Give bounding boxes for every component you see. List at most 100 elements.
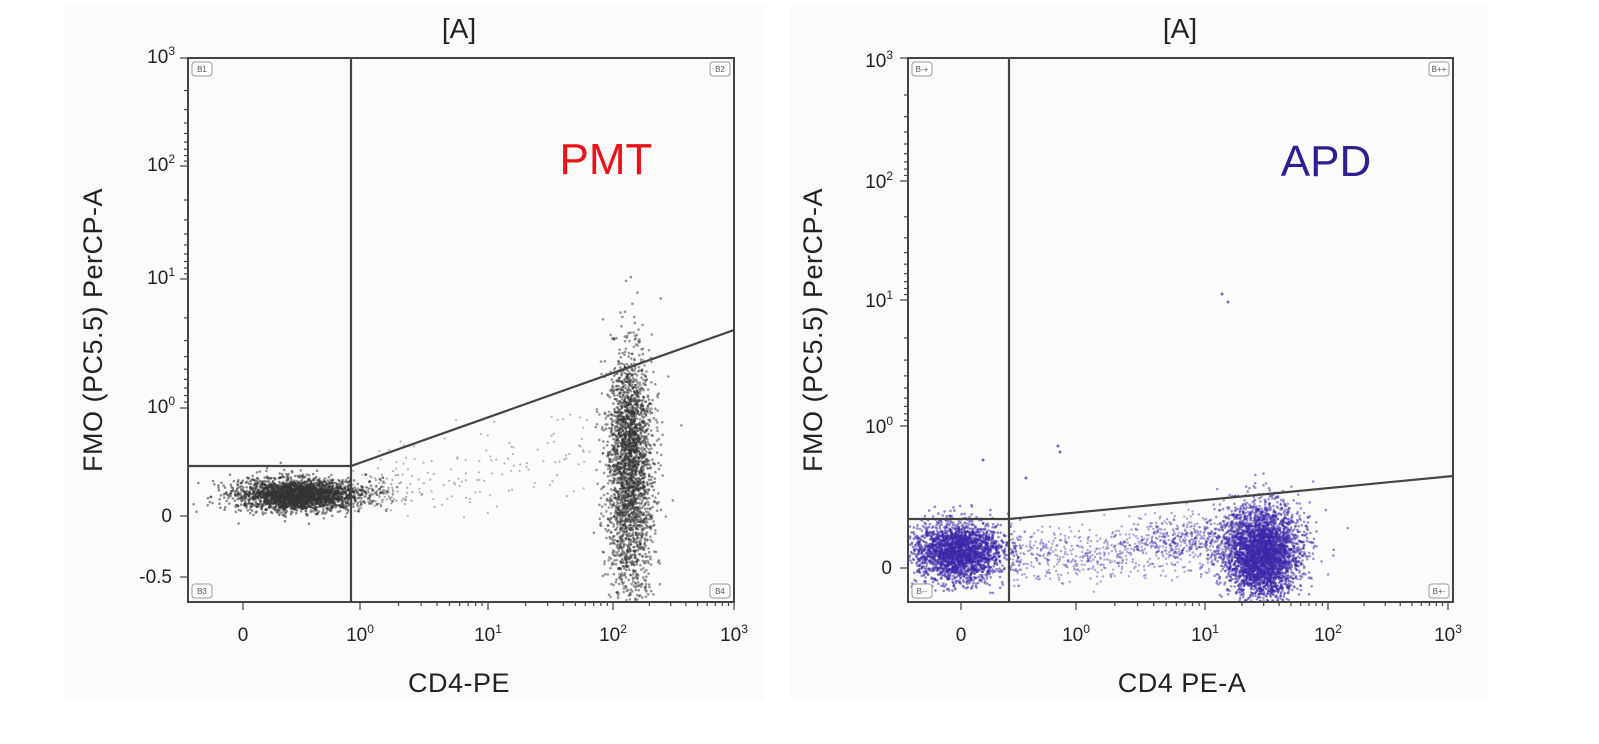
data-point <box>626 496 630 499</box>
data-point <box>636 580 640 584</box>
data-point <box>636 520 639 523</box>
data-point <box>650 514 654 517</box>
data-point <box>647 462 650 466</box>
data-point <box>656 393 659 397</box>
data-point <box>282 504 286 508</box>
data-point <box>323 496 327 500</box>
data-point <box>219 494 223 497</box>
data-point <box>312 498 316 502</box>
data-point <box>633 321 637 325</box>
data-point <box>267 489 271 493</box>
data-point <box>360 497 363 500</box>
data-point <box>652 416 656 420</box>
data-point <box>301 503 305 507</box>
data-point <box>269 502 272 506</box>
data-point <box>636 385 640 389</box>
data-point <box>646 388 650 391</box>
data-point <box>364 473 368 476</box>
data-point <box>610 494 613 498</box>
data-point <box>645 378 649 381</box>
data-point <box>645 568 648 572</box>
data-point <box>625 362 628 366</box>
data-point <box>625 413 629 417</box>
data-point <box>642 395 645 399</box>
data-point <box>638 398 641 401</box>
data-point <box>318 487 322 491</box>
data-point <box>247 492 251 496</box>
data-point <box>296 474 300 478</box>
data-point <box>625 440 629 443</box>
data-point <box>604 423 607 426</box>
data-point <box>330 478 334 482</box>
data-point <box>624 395 627 398</box>
data-point <box>606 475 610 478</box>
data-point <box>296 486 299 490</box>
data-point <box>258 470 262 473</box>
data-point <box>645 450 648 454</box>
data-point <box>656 429 659 433</box>
data-point <box>234 510 238 514</box>
data-point <box>623 557 627 561</box>
data-point <box>305 514 309 517</box>
data-point <box>598 460 602 463</box>
data-point <box>296 484 299 488</box>
data-point <box>206 503 209 507</box>
data-point <box>621 527 625 530</box>
data-point <box>613 486 617 490</box>
data-point <box>287 472 291 476</box>
data-point <box>605 510 608 513</box>
data-point <box>632 540 636 544</box>
data-point <box>326 493 329 497</box>
panel-background-pmt <box>65 5 765 700</box>
data-point <box>599 496 603 500</box>
data-point <box>304 501 308 505</box>
data-point <box>628 441 631 444</box>
data-point <box>336 494 339 498</box>
data-point <box>619 451 623 454</box>
data-point <box>667 375 670 378</box>
data-point <box>217 488 221 492</box>
data-point <box>633 581 637 585</box>
data-point <box>309 488 313 492</box>
data-point <box>265 469 268 473</box>
data-point <box>661 433 664 437</box>
data-point <box>640 499 644 503</box>
data-point <box>289 491 293 494</box>
data-point <box>270 492 273 496</box>
data-point <box>616 394 619 397</box>
data-point <box>251 492 255 495</box>
data-point <box>345 512 349 515</box>
data-point <box>650 360 653 364</box>
data-point <box>333 497 336 501</box>
data-point <box>653 443 656 447</box>
data-point <box>619 311 622 314</box>
data-point <box>322 504 326 507</box>
data-point <box>650 433 654 437</box>
data-point <box>654 470 657 474</box>
data-point <box>645 480 649 484</box>
data-point <box>628 435 631 438</box>
data-point <box>299 500 303 504</box>
data-point <box>269 510 273 514</box>
data-point <box>283 513 287 516</box>
data-point <box>616 453 619 456</box>
data-point <box>612 380 615 384</box>
data-point <box>618 501 621 505</box>
data-point <box>622 561 625 565</box>
data-point <box>236 504 240 508</box>
data-point <box>634 459 638 463</box>
data-point <box>223 496 226 499</box>
data-point <box>395 485 399 489</box>
data-point <box>644 400 647 404</box>
data-point <box>625 476 628 479</box>
data-point <box>629 500 633 503</box>
data-point <box>649 563 653 566</box>
data-point <box>356 482 360 486</box>
data-point <box>628 598 632 601</box>
data-point <box>618 553 621 557</box>
data-point <box>633 403 636 406</box>
data-point <box>310 509 313 512</box>
data-point <box>631 528 635 531</box>
data-point <box>616 596 620 600</box>
data-point <box>609 488 613 491</box>
